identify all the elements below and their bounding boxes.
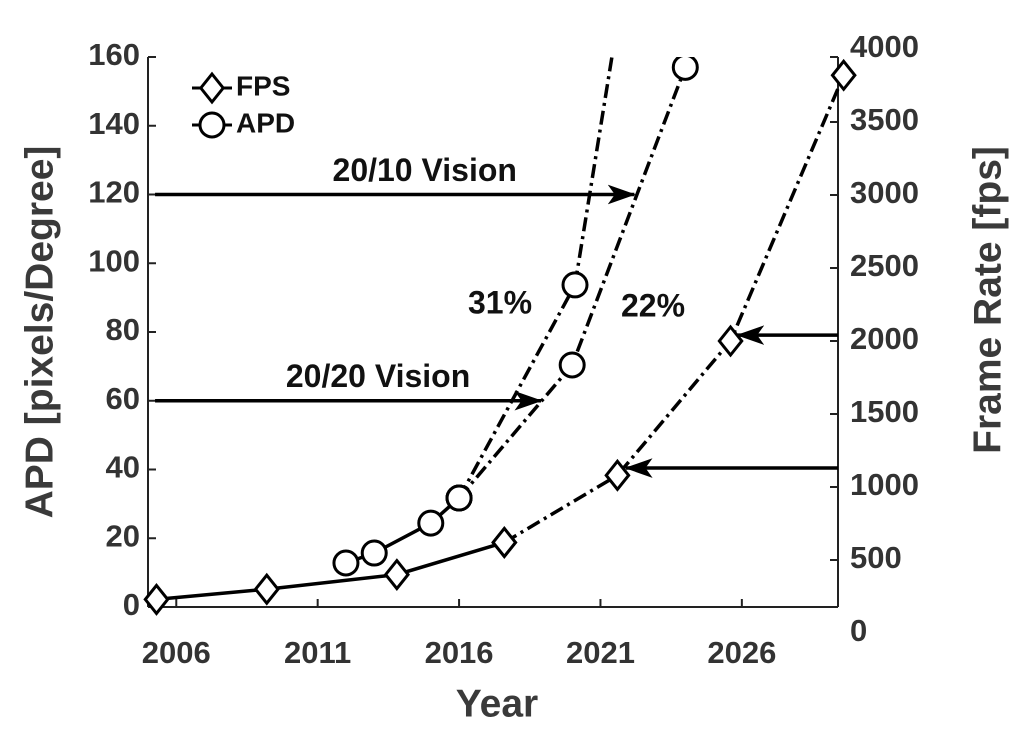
circle-marker (671, 57, 699, 81)
circle-marker (558, 351, 586, 379)
series-line (503, 74, 846, 544)
x-tick-label: 2021 (566, 635, 635, 670)
series-line (156, 540, 505, 602)
diamond-marker (383, 558, 410, 592)
y-tick-label: 120 (88, 175, 140, 210)
y2-tick-label: 500 (850, 540, 902, 575)
series-line (457, 57, 614, 499)
y2-tick-label: 3500 (850, 102, 919, 137)
annotation: 31% (468, 284, 532, 320)
legend-entry: FPS (192, 70, 290, 105)
x-tick-label: 2006 (142, 635, 211, 670)
x-tick-label: 2011 (284, 635, 351, 670)
circle-marker (561, 271, 589, 299)
legend-label: APD (236, 107, 295, 138)
x-axis-title: Year (456, 682, 538, 725)
y-tick-label: 80 (106, 312, 140, 347)
reference-label: 20/10 Vision (333, 152, 517, 188)
y2-tick-label: 3000 (850, 175, 919, 210)
diamond-marker (491, 526, 518, 559)
circle-marker (332, 549, 360, 577)
reference-label: 20/20 Vision (286, 358, 470, 394)
y-tick-label: 0 (123, 587, 140, 622)
y-tick-label: 160 (88, 37, 140, 72)
y-tick-label: 100 (88, 243, 140, 278)
y-tick-label: 40 (106, 450, 140, 485)
legend-label: FPS (236, 70, 290, 101)
legend-entry: APD (192, 107, 295, 139)
y-tick-label: 140 (88, 106, 140, 141)
diamond-marker (198, 71, 226, 105)
y2-tick-label: 0 (850, 613, 867, 648)
y2-tick-label: 1000 (850, 467, 919, 502)
y2-tick-label: 2000 (850, 321, 919, 356)
y2-axis-title: Frame Rate [fps] (966, 146, 1009, 454)
diamond-marker (830, 58, 857, 92)
annotation: 22% (621, 287, 685, 323)
x-tick-label: 2016 (425, 635, 494, 670)
y-tick-label: 60 (106, 381, 140, 416)
y-axis-title: APD [pixels/Degree] (18, 146, 61, 519)
circle-marker (360, 539, 388, 567)
circle-marker (445, 484, 473, 512)
circle-marker (417, 509, 445, 537)
circle-marker (198, 111, 226, 139)
series-line (345, 496, 461, 565)
y2-tick-label: 4000 (850, 29, 919, 64)
diamond-marker (717, 324, 744, 358)
diamond-marker (253, 572, 280, 606)
diamond-marker (143, 583, 170, 616)
x-tick-label: 2026 (707, 635, 776, 670)
plot-area (143, 0, 857, 616)
y2-tick-label: 2500 (850, 248, 919, 283)
circle-marker (608, 0, 632, 17)
y-tick-label: 20 (106, 518, 140, 553)
y2-tick-label: 1500 (850, 394, 919, 429)
